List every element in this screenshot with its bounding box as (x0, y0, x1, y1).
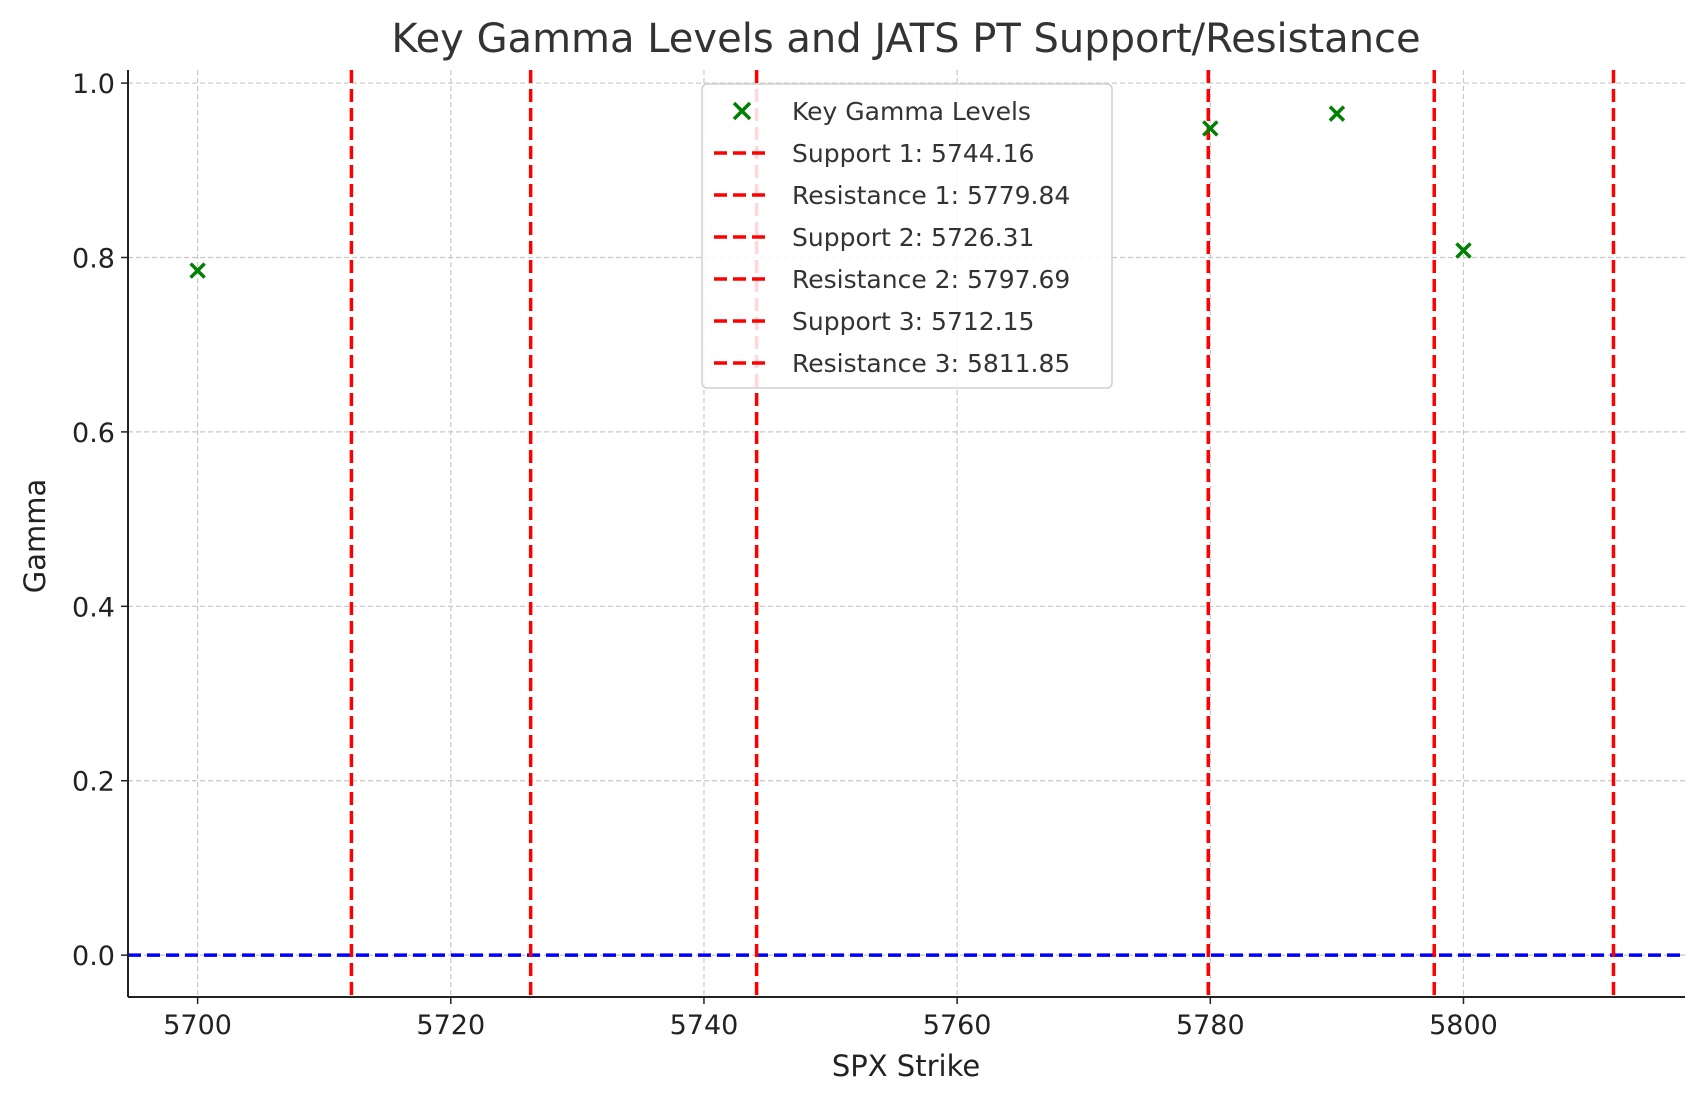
legend-entry-label: Support 3: 5712.15 (792, 307, 1034, 336)
y-tick-label: 0.0 (72, 941, 115, 972)
legend-marker-x-icon (732, 101, 752, 121)
legend-marker-stroke (732, 101, 752, 121)
y-tick-label: 0.8 (72, 243, 115, 274)
x-axis-label: SPX Strike (832, 1049, 980, 1083)
y-tick-label: 1.0 (72, 69, 115, 100)
x-tick-label: 5700 (163, 1010, 232, 1041)
x-tick-label: 5780 (1176, 1010, 1245, 1041)
x-tick-label: 5740 (670, 1010, 739, 1041)
legend: Key Gamma Levels Support 1: 5744.16 Resist… (701, 83, 1113, 389)
y-axis-label: Gamma (18, 479, 52, 594)
x-tick-label: 5760 (923, 1010, 992, 1041)
x-tick-label: 5800 (1429, 1010, 1498, 1041)
scatter-points (189, 105, 1472, 279)
gamma-point (189, 262, 206, 279)
gamma-point-stroke (189, 262, 206, 279)
gamma-point (1455, 242, 1472, 259)
gamma-point-stroke (1328, 105, 1346, 122)
legend-entry-label: Resistance 3: 5811.85 (792, 349, 1070, 378)
gamma-point (1328, 105, 1346, 122)
legend-entry-label: Support 2: 5726.31 (792, 223, 1034, 252)
x-tick-label: 5720 (416, 1010, 485, 1041)
y-tick-label: 0.2 (72, 767, 115, 798)
legend-entry-label: Resistance 1: 5779.84 (792, 181, 1070, 210)
gamma-point-stroke (1202, 120, 1219, 137)
legend-entry-label: Resistance 2: 5797.69 (792, 265, 1070, 294)
legend-entry-label: Key Gamma Levels (792, 97, 1031, 126)
tick-labels: 5700 5720 5740 5760 5780 5800 0.0 0.2 0.4 0.6 0.8 1… (72, 69, 1498, 1041)
axes (121, 70, 1685, 1004)
gamma-point-stroke (1455, 242, 1472, 259)
y-tick-label: 0.4 (72, 592, 115, 623)
gamma-point (1202, 120, 1219, 137)
chart-title: Key Gamma Levels and JATS PT Support/Res… (391, 16, 1420, 62)
legend-entry-label: Support 1: 5744.16 (792, 139, 1034, 168)
legend-box (701, 83, 1113, 389)
y-tick-label: 0.6 (72, 418, 115, 449)
